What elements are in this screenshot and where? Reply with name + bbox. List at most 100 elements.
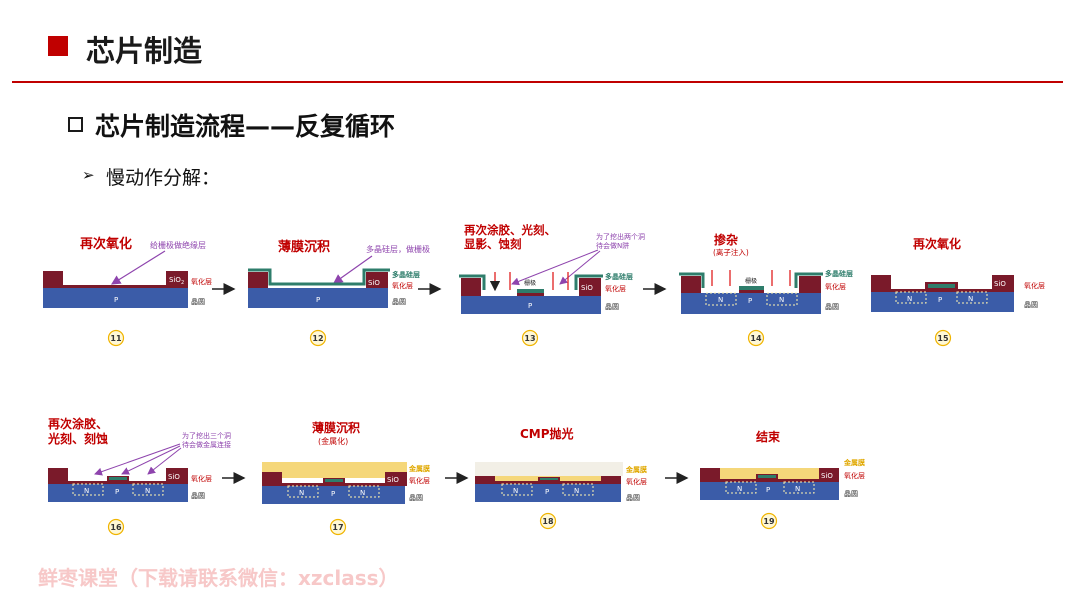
step-18-metal: 金属膜: [625, 465, 647, 474]
step-14-n-left: N: [718, 296, 723, 304]
step-16-n-right: N: [145, 487, 150, 495]
step-14: 掺杂 (离子注入) 栅极 N N P 多晶硅层 氧化层 晶圆 14: [679, 232, 853, 347]
step-12-oxide: 氧化层: [392, 281, 413, 290]
step-19-n-right: N: [795, 485, 800, 493]
step-16-note-2: 待会做金属连接: [182, 440, 231, 449]
step-16-oxide: 氧化层: [191, 474, 212, 483]
step-11-sio2: SiO: [169, 276, 181, 284]
step-12-wafer: 晶圆: [392, 298, 406, 306]
step-13-oxide: 氧化层: [605, 284, 626, 293]
watermark: 鲜枣课堂（下载请联系微信：xzclass）: [38, 566, 399, 590]
hollow-square-icon: [68, 117, 83, 132]
step-12-sio2: SiO: [368, 279, 380, 287]
step-17: 薄膜沉积 (金属化) N N P SiO 金属膜 氧化层 晶圆 17: [262, 420, 430, 536]
step-16-title-2: 光刻、刻蚀: [47, 431, 108, 446]
step-15-oxide: 氧化层: [1024, 281, 1045, 290]
step-18: CMP抛光 N N P 金属膜 氧化层 晶圆 18: [475, 426, 647, 530]
step-13-poly: 多晶硅层: [605, 272, 633, 281]
bullet-text: 慢动作分解：: [106, 167, 221, 189]
step-17-title: 薄膜沉积: [312, 420, 360, 435]
step-14-poly: 多晶硅层: [825, 269, 853, 278]
step-12-poly: 多晶硅层: [392, 270, 420, 279]
step-14-oxide: 氧化层: [825, 282, 846, 291]
step-18-p: P: [545, 488, 549, 496]
step-19-sio2: SiO: [821, 472, 833, 480]
step-14-n-right: N: [779, 296, 784, 304]
step-12-num: 12: [312, 334, 323, 343]
step-17-metal: 金属膜: [408, 464, 430, 473]
step-12-p: P: [316, 296, 320, 304]
step-15: 再次氧化 N N P SiO 氧化层 晶圆 15: [871, 236, 1045, 347]
step-15-sio2: SiO: [994, 280, 1006, 288]
page-title: 芯片制造: [86, 34, 203, 68]
step-13-gate: 栅极: [524, 279, 536, 287]
step-13-p: P: [528, 302, 532, 310]
step-18-title: CMP抛光: [520, 426, 574, 441]
step-11-note: 给栅极做绝缘层: [150, 240, 206, 250]
step-13-note-1: 为了挖出两个洞: [596, 232, 645, 241]
step-16-sio2: SiO: [168, 473, 180, 481]
step-11: 再次氧化 给栅极做绝缘层 P SiO 2 氧化层 晶圆 11: [43, 236, 212, 347]
step-16: 再次涂胶、 光刻、刻蚀 为了挖出三个洞 待会做金属连接 N N P SiO 氧化…: [47, 416, 231, 536]
arrow-bullet-icon: ➢: [82, 166, 95, 184]
step-15-title: 再次氧化: [913, 236, 961, 251]
step-17-num: 17: [332, 523, 343, 532]
step-18-num: 18: [542, 517, 554, 526]
step-13-num: 13: [524, 334, 535, 343]
step-12-note: 多晶硅层，做栅极: [366, 244, 430, 254]
header-divider: [12, 81, 1063, 83]
step-17-subtitle: (金属化): [318, 436, 348, 446]
step-14-wafer: 晶圆: [825, 303, 839, 311]
step-13-note-2: 待会做N阱: [596, 241, 629, 250]
step-11-oxide: 氧化层: [191, 277, 212, 286]
step-11-p: P: [114, 296, 118, 304]
step-18-n-left: N: [513, 487, 518, 495]
step-19-wafer: 晶圆: [844, 490, 858, 498]
step-19: 结束 N N P SiO 金属膜 氧化层 晶圆 19: [700, 429, 865, 530]
step-19-num: 19: [763, 517, 775, 526]
step-15-num: 15: [937, 334, 949, 343]
step-12: 薄膜沉积 多晶硅层，做栅极 P SiO 多晶硅层 氧化层 晶圆 12: [248, 239, 430, 347]
step-18-oxide: 氧化层: [626, 477, 647, 486]
step-16-wafer: 晶圆: [191, 492, 205, 500]
step-13-title-1: 再次涂胶、光刻、: [464, 223, 556, 237]
step-16-note-1: 为了挖出三个洞: [182, 431, 231, 440]
step-14-gate: 栅极: [745, 277, 757, 285]
step-11-num: 11: [110, 334, 122, 343]
step-17-oxide: 氧化层: [409, 476, 430, 485]
step-11-wafer: 晶圆: [191, 298, 205, 306]
step-13-wafer: 晶圆: [605, 303, 619, 311]
step-16-num: 16: [110, 523, 122, 532]
step-14-subtitle: (离子注入): [713, 247, 749, 257]
section-title: 芯片制造流程——反复循环: [95, 112, 396, 141]
step-15-n-right: N: [968, 295, 973, 303]
step-14-num: 14: [750, 334, 762, 343]
step-19-n-left: N: [737, 485, 742, 493]
step-17-sio2: SiO: [387, 476, 399, 484]
step-11-sio2-sub: 2: [181, 280, 184, 286]
step-16-title-1: 再次涂胶、: [48, 416, 108, 431]
step-19-oxide: 氧化层: [844, 471, 865, 480]
step-11-title: 再次氧化: [80, 236, 132, 252]
step-12-title: 薄膜沉积: [278, 239, 330, 255]
step-16-n-left: N: [84, 487, 89, 495]
step-17-wafer: 晶圆: [409, 494, 423, 502]
step-13: 再次涂胶、光刻、 显影、蚀刻 为了挖出两个洞 待会做N阱 栅极 P SiO 多晶…: [459, 223, 645, 347]
step-14-p: P: [748, 297, 752, 305]
step-14-title: 掺杂: [714, 232, 738, 247]
header-square-icon: [48, 36, 68, 56]
step-18-wafer: 晶圆: [626, 494, 640, 502]
step-19-metal: 金属膜: [843, 458, 865, 467]
step-19-title: 结束: [756, 429, 781, 444]
step-15-n-left: N: [907, 295, 912, 303]
step-17-n-left: N: [299, 489, 304, 497]
step-13-title-2: 显影、蚀刻: [464, 237, 522, 251]
step-13-sio2: SiO: [581, 284, 593, 292]
step-17-n-right: N: [360, 489, 365, 497]
step-19-p: P: [766, 486, 770, 494]
step-15-wafer: 晶圆: [1024, 301, 1038, 309]
step-15-p: P: [938, 296, 942, 304]
step-18-n-right: N: [574, 487, 579, 495]
step-16-p: P: [115, 488, 119, 496]
